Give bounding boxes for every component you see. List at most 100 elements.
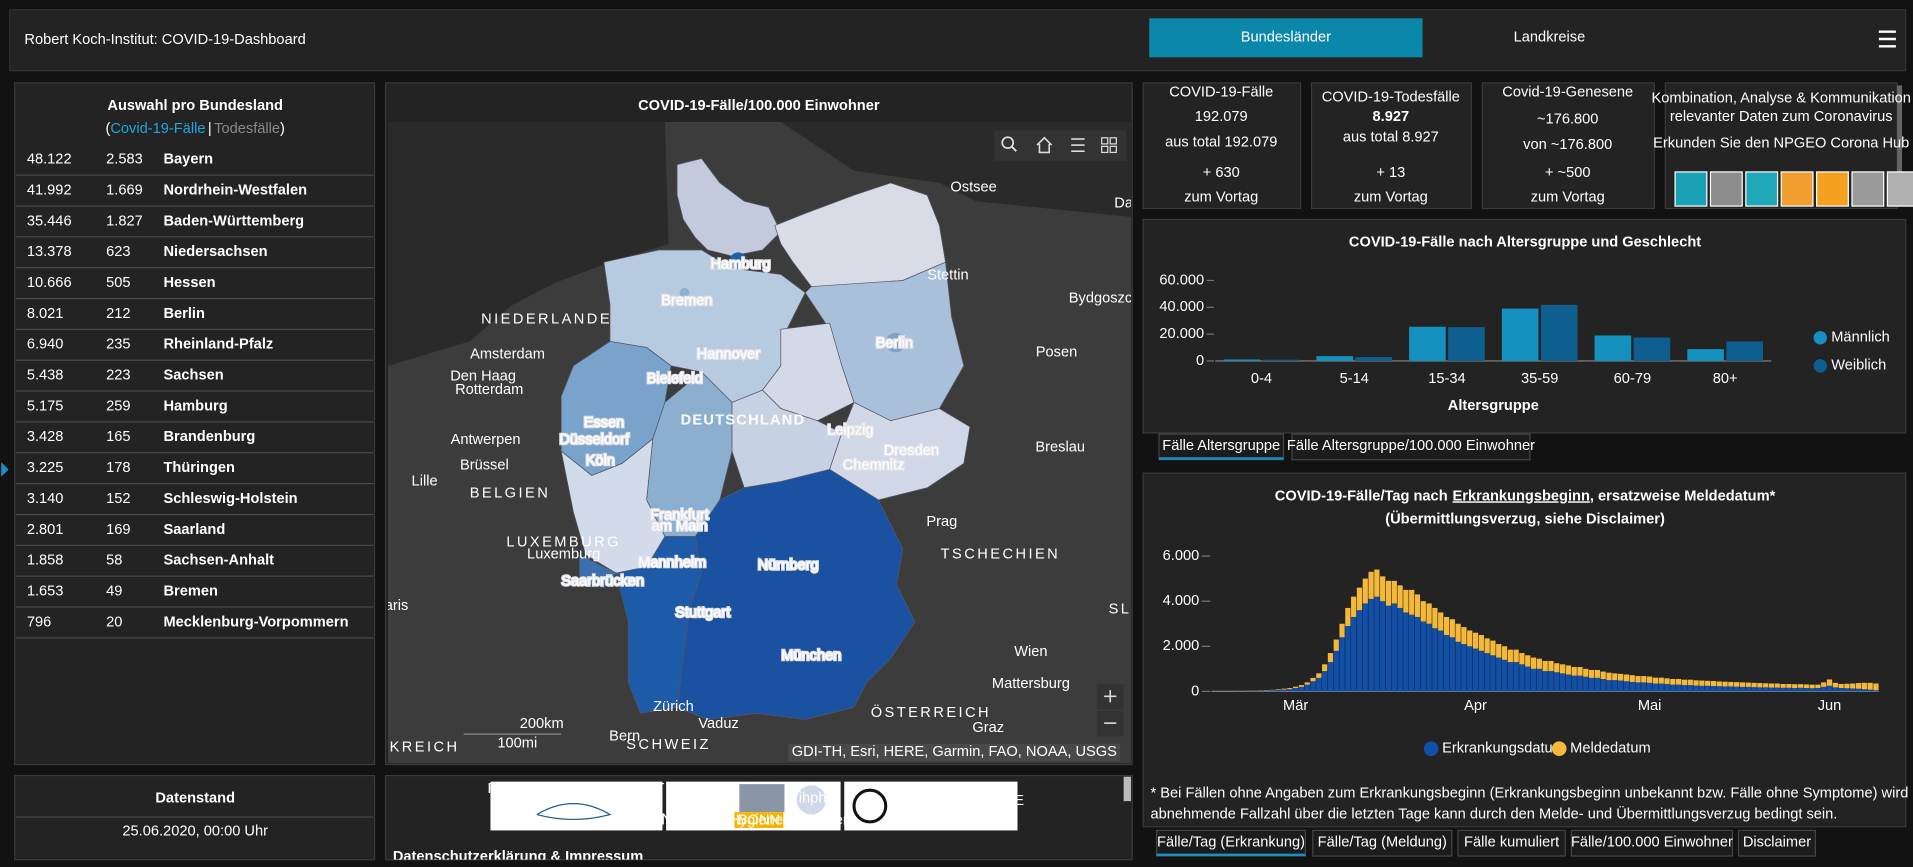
bar-segment (1385, 580, 1392, 606)
bar-segment (1513, 662, 1519, 692)
state-shape[interactable] (676, 158, 782, 257)
bar-segment (1275, 689, 1281, 691)
bar-segment (1594, 669, 1601, 678)
map-label: Köln (586, 453, 615, 469)
y-tick-label: 60.000 (1159, 272, 1204, 288)
state-deaths: 259 (106, 398, 130, 414)
map-label: Hamburg (710, 256, 770, 272)
chart-tab-label[interactable]: Fälle Altersgruppe/100.000 Einwohner (1287, 438, 1535, 454)
tab-label[interactable]: Bundesländer (1241, 30, 1331, 46)
legend-label: Meldedatum (1570, 741, 1651, 757)
state-shape[interactable] (679, 287, 690, 298)
state-deaths: 178 (106, 460, 130, 476)
state-shape[interactable] (885, 332, 906, 353)
tab-label[interactable]: Landkreise (1514, 30, 1586, 46)
bar-segment (1774, 687, 1780, 692)
hub-icon[interactable] (1745, 171, 1779, 207)
bar-segment (1751, 682, 1757, 688)
state-shape[interactable] (579, 554, 617, 589)
bar-segment (1461, 627, 1467, 645)
bar-segment (1351, 596, 1357, 617)
state-deaths: 505 (106, 275, 130, 291)
hub-icon[interactable] (1780, 171, 1814, 207)
state-shape[interactable] (676, 469, 916, 720)
chart-tab-label[interactable]: Fälle/100.000 Einwohner (1571, 834, 1733, 850)
hub-link[interactable]: Erkunden Sie den NPGEO Corona Hub (1653, 136, 1909, 152)
scrollbar (1897, 85, 1903, 177)
bar-segment (1432, 628, 1438, 692)
state-cases: 8.021 (27, 306, 64, 322)
map-tool[interactable] (1101, 137, 1117, 154)
bar-segment (1507, 649, 1513, 663)
logo-text: SCIENCE (959, 793, 1024, 809)
state-name: Niedersachsen (163, 244, 267, 260)
icon (1104, 690, 1117, 703)
state-name: Bremen (163, 584, 218, 600)
x-tick-label: 15-34 (1428, 371, 1465, 387)
chart-tab[interactable] (1312, 829, 1453, 857)
bar-segment (1287, 689, 1293, 692)
hub-icon[interactable] (1886, 171, 1913, 207)
bar-segment (1617, 673, 1624, 681)
bar-segment (1588, 677, 1595, 692)
bar-segment (1780, 683, 1786, 688)
bar-segment (1380, 601, 1386, 692)
bar-segment (1809, 684, 1815, 689)
y-tick-label: 40.000 (1159, 299, 1204, 315)
chart-tab[interactable] (1158, 433, 1285, 461)
scale-label: 100mi (497, 736, 537, 752)
zoom-button[interactable] (1096, 684, 1124, 710)
state-cases: 5.175 (27, 398, 64, 414)
hub-icon[interactable] (1674, 171, 1708, 207)
chart-tab-label[interactable]: Fälle Altersgruppe (1162, 438, 1280, 454)
bar-segment (1705, 685, 1711, 692)
bar-segment (1351, 616, 1357, 692)
daily-chart-panel (1142, 472, 1907, 828)
chart-tab[interactable] (1737, 829, 1817, 857)
state-cases: 6.940 (27, 337, 64, 353)
state-shape[interactable] (729, 252, 747, 270)
map-label: Bremen (661, 293, 712, 309)
hub-icon[interactable] (1709, 171, 1743, 207)
icon (1109, 137, 1117, 145)
logo-text: BONN (738, 813, 780, 829)
map-label: Saarbrücken (561, 574, 644, 590)
state-deaths: 1.827 (106, 213, 143, 229)
y-tick-label: 6.000 (1163, 548, 1200, 564)
bar-segment (1600, 671, 1606, 679)
hub-icon[interactable] (1851, 171, 1885, 207)
bar-segment (1641, 676, 1647, 683)
chart-tab[interactable] (1155, 829, 1307, 857)
bar-segment (1728, 686, 1734, 692)
legend-bracket: ( (105, 121, 110, 137)
chart-tab[interactable] (1291, 433, 1531, 461)
bar-segment (1815, 684, 1821, 689)
menu-button[interactable] (1878, 30, 1896, 48)
y-tick-label: 2.000 (1163, 638, 1200, 654)
hub-icon[interactable] (1816, 171, 1849, 207)
bar-segment (1734, 686, 1740, 692)
footnote: * Bei Fällen ohne Angaben zum Erkrankung… (1150, 786, 1913, 802)
zoom-button[interactable] (1096, 710, 1124, 737)
bar-segment (1838, 688, 1844, 692)
map-label: Frankfurt (650, 508, 709, 524)
map-tool[interactable] (1071, 138, 1085, 152)
chart-tab[interactable] (1457, 829, 1566, 857)
map-tool[interactable] (1001, 136, 1017, 152)
chart-tab-label[interactable]: Fälle kumuliert (1464, 834, 1559, 850)
bar-segment (1588, 669, 1595, 678)
icon (1101, 145, 1109, 154)
state-name: Schleswig-Holstein (163, 491, 297, 507)
state-name: Hamburg (163, 398, 227, 414)
title-link[interactable]: Erkrankungsbeginn (1453, 488, 1590, 504)
tab[interactable] (1149, 18, 1423, 58)
map-tool[interactable] (1036, 136, 1053, 154)
chart-tab-label[interactable]: Fälle/Tag (Erkrankung) (1157, 834, 1305, 850)
map-label: Mattersburg (992, 676, 1070, 692)
chart-tab[interactable] (1570, 829, 1734, 857)
logo-text: WHERE (959, 810, 1014, 826)
chart-tab-label[interactable]: Disclaimer (1743, 834, 1811, 850)
map-label: Zürich (653, 699, 694, 715)
chart-tab-label[interactable]: Fälle/Tag (Meldung) (1318, 834, 1447, 850)
